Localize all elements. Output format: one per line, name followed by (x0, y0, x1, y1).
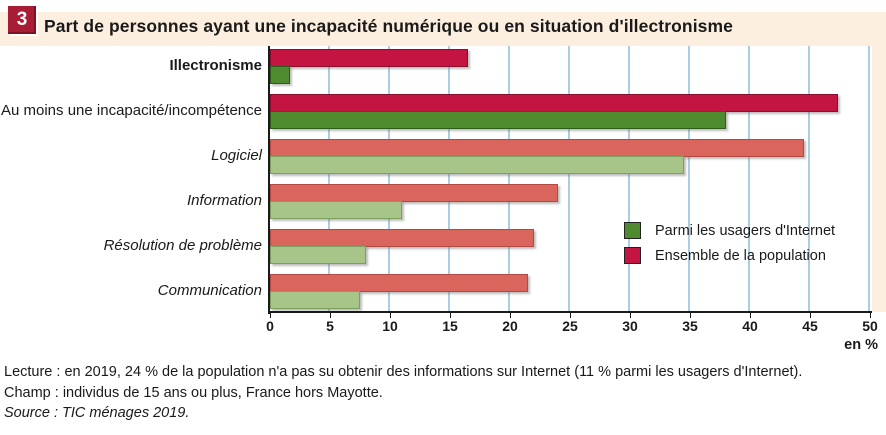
category-label-0: Illectronisme (169, 57, 262, 74)
legend: Parmi les usagers d'Internet Ensemble de… (624, 218, 835, 268)
x-tick-label: 5 (326, 318, 334, 334)
gridline (688, 46, 690, 312)
note-lecture: Lecture : en 2019, 24 % de la population… (4, 364, 803, 380)
x-tick-label: 0 (266, 318, 274, 334)
category-label-3: Information (186, 192, 262, 209)
axis-tick (870, 313, 871, 318)
category-label-2: Logiciel (211, 147, 262, 164)
x-tick-label: 15 (442, 318, 458, 334)
axis-tick (270, 313, 271, 318)
legend-label: Ensemble de la population (655, 247, 826, 264)
category-label-5: Communication (157, 282, 262, 299)
x-tick-label: 50 (862, 318, 878, 334)
bar-usagers-5 (270, 291, 360, 309)
x-tick-label: 30 (622, 318, 638, 334)
bar-usagers-2 (270, 156, 684, 174)
y-axis-line (268, 46, 270, 314)
x-tick-label: 20 (502, 318, 518, 334)
bar-ensemble-0 (270, 49, 468, 67)
x-tick-label: 40 (742, 318, 758, 334)
bar-ensemble-5 (270, 274, 528, 292)
bar-ensemble-2 (270, 139, 804, 157)
bar-ensemble-1 (270, 94, 838, 112)
gridline (808, 46, 810, 312)
gridline (568, 46, 570, 312)
gridline (628, 46, 630, 312)
category-axis: Illectronisme Au moins une incapacité/inc… (0, 0, 262, 320)
axis-tick (810, 313, 811, 318)
plot-area (270, 46, 870, 312)
axis-tick (630, 313, 631, 318)
axis-tick (330, 313, 331, 318)
legend-item-ensemble: Ensemble de la population (624, 243, 835, 268)
legend-item-usagers: Parmi les usagers d'Internet (624, 218, 835, 243)
x-axis-unit-label: en % (844, 337, 878, 353)
legend-swatch-red-icon (624, 247, 641, 264)
category-label-4: Résolution de problème (103, 237, 262, 254)
axis-tick (510, 313, 511, 318)
bar-ensemble-4 (270, 229, 534, 247)
axis-tick (390, 313, 391, 318)
x-tick-label: 25 (562, 318, 578, 334)
footnotes: Lecture : en 2019, 24 % de la population… (4, 362, 802, 424)
figure-number-badge: 3 (8, 6, 36, 34)
bar-usagers-4 (270, 246, 366, 264)
bar-usagers-1 (270, 111, 726, 129)
category-label-1: Au moins une incapacité/incompétence (1, 102, 262, 119)
bar-usagers-0 (270, 66, 291, 84)
gridline (508, 46, 510, 312)
gridline (868, 46, 870, 312)
x-tick-label: 10 (382, 318, 398, 334)
note-source: Source : TIC ménages 2019. (4, 405, 190, 421)
bar-usagers-3 (270, 201, 402, 219)
gridline (328, 46, 330, 312)
right-margin-band (872, 46, 886, 312)
axis-tick (690, 313, 691, 318)
axis-tick (750, 313, 751, 318)
x-tick-label: 45 (802, 318, 818, 334)
title-band (0, 12, 886, 46)
chart-title: Part de personnes ayant une incapacité n… (44, 16, 733, 36)
legend-swatch-green-icon (624, 222, 641, 239)
gridline (448, 46, 450, 312)
bar-ensemble-3 (270, 184, 558, 202)
gridline (748, 46, 750, 312)
axis-tick (570, 313, 571, 318)
x-axis-line (268, 311, 872, 313)
axis-tick (450, 313, 451, 318)
x-tick-label: 35 (682, 318, 698, 334)
legend-label: Parmi les usagers d'Internet (655, 222, 836, 239)
gridline (388, 46, 390, 312)
note-champ: Champ : individus de 15 ans ou plus, Fra… (4, 384, 383, 401)
